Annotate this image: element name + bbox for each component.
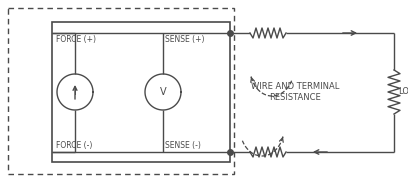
Text: V: V [160, 87, 166, 97]
Text: FORCE (-): FORCE (-) [56, 141, 92, 150]
Text: FORCE (+): FORCE (+) [56, 35, 96, 44]
Text: I: I [73, 87, 76, 97]
Text: WIRE AND TERMINAL
RESISTANCE: WIRE AND TERMINAL RESISTANCE [251, 82, 339, 102]
Text: SENSE (-): SENSE (-) [165, 141, 201, 150]
Text: LOAD: LOAD [398, 88, 408, 96]
Bar [8, 8, 234, 174]
Bar [52, 22, 230, 162]
Text: SENSE (+): SENSE (+) [165, 35, 204, 44]
